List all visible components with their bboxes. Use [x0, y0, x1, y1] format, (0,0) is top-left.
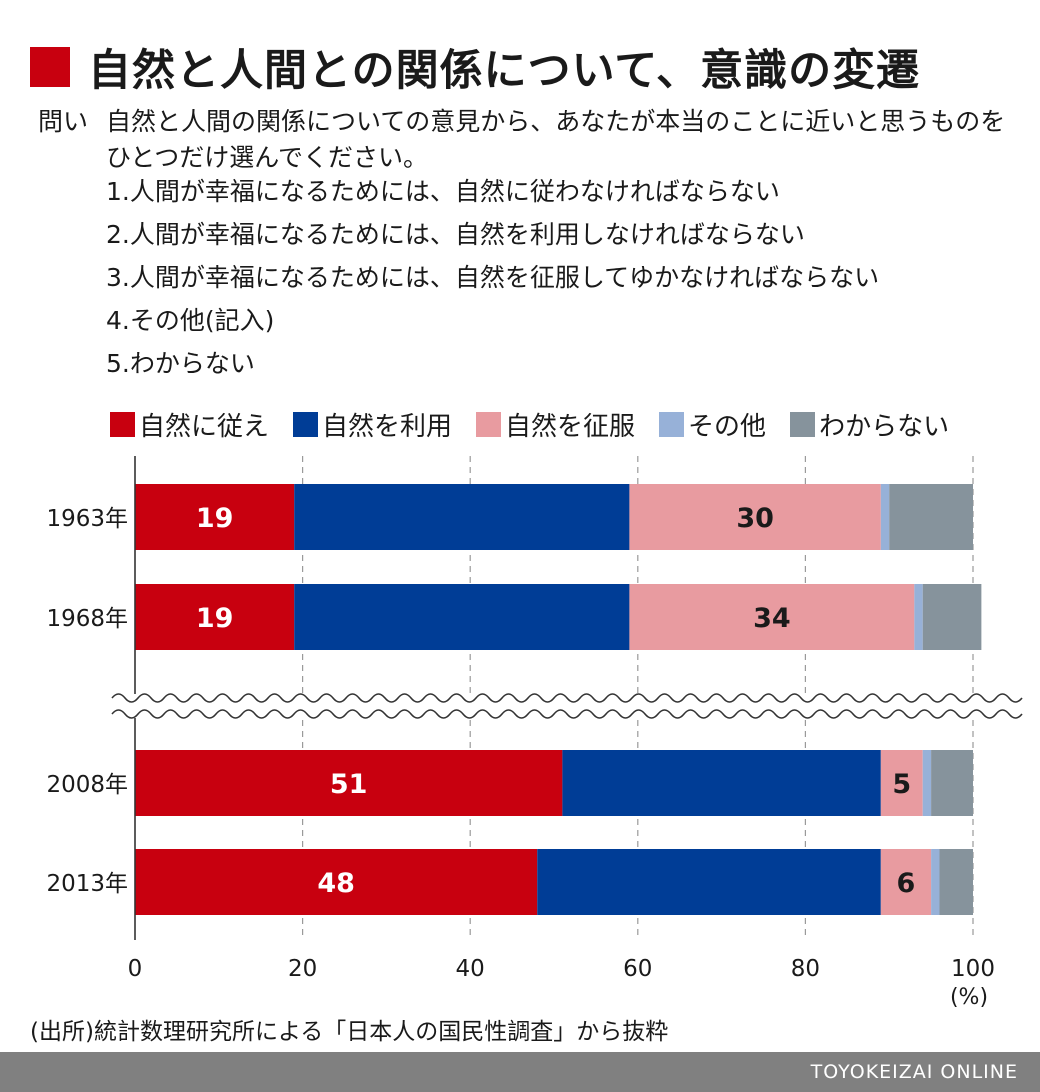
bar-segment — [880, 484, 890, 550]
category-label: 2013年 — [46, 871, 128, 897]
x-tick-label: 40 — [456, 956, 485, 982]
x-unit-label: (%) — [950, 985, 988, 1010]
answer-option: 2.人間が幸福になるためには、自然を利用しなければならない — [106, 220, 805, 249]
bar-segment — [939, 849, 973, 915]
data-label: 6 — [897, 868, 916, 899]
legend-swatch — [659, 412, 685, 437]
footer-bar: TOYOKEIZAI ONLINE — [0, 1052, 1040, 1092]
legend-swatch — [110, 412, 135, 437]
bar-segment — [880, 849, 932, 915]
category-label: 1968年 — [46, 606, 128, 632]
x-tick-label: 0 — [128, 956, 143, 982]
legend-item: 自然を利用 — [293, 406, 452, 443]
chart-title: 自然と人間との関係について、意識の変遷 — [88, 46, 921, 96]
data-label: 5 — [892, 769, 911, 800]
axis-break-line — [111, 709, 1023, 719]
data-label: 51 — [330, 769, 368, 800]
x-tick-label: 20 — [288, 956, 317, 982]
x-tick-label: 100 — [951, 956, 995, 982]
legend-item: 自然を征服 — [476, 406, 635, 443]
bar-segment — [922, 750, 932, 816]
answer-option: 4.その他(記入) — [106, 306, 275, 335]
bar-segment — [537, 849, 881, 915]
bar-segment — [135, 584, 295, 650]
data-label: 30 — [736, 503, 774, 534]
bar-segment — [294, 584, 630, 650]
title-marker — [30, 47, 70, 87]
bar-segment — [562, 750, 881, 816]
bar-segment — [135, 849, 538, 915]
data-label: 19 — [196, 603, 234, 634]
axis-break-band — [108, 694, 1040, 718]
question-label: 問い — [38, 107, 89, 136]
legend-label: 自然を征服 — [505, 412, 636, 442]
legend-label: 自然を利用 — [322, 412, 453, 442]
source-note: (出所)統計数理研究所による「日本人の国民性調査」から抜粋 — [30, 1019, 669, 1045]
bar-segment — [914, 584, 923, 650]
category-label: 2008年 — [46, 772, 128, 798]
legend-swatch — [476, 412, 502, 437]
data-label: 34 — [753, 603, 791, 634]
question-text: 自然と人間の関係についての意見から、あなたが本当のことに近いと思うものをひとつだ… — [106, 107, 1006, 172]
bar-segment — [880, 750, 923, 816]
x-tick-label: 80 — [791, 956, 820, 982]
legend-swatch — [790, 412, 816, 437]
bar-segment — [294, 484, 630, 550]
chart-legend: 自然に従え 自然を利用 自然を征服 その他 わからない — [110, 406, 973, 443]
answer-options: 1.人間が幸福になるためには、自然に従わなければならない 2.人間が幸福になるた… — [106, 176, 879, 391]
legend-swatch — [293, 412, 319, 437]
legend-item: 自然に従え — [110, 406, 269, 443]
data-label: 48 — [317, 868, 355, 899]
axis-break-line — [111, 693, 1023, 703]
data-label: 19 — [196, 503, 234, 534]
answer-option: 1.人間が幸福になるためには、自然に従わなければならない — [106, 177, 780, 206]
bar-segment — [931, 849, 940, 915]
bar-segment — [135, 750, 563, 816]
legend-label: その他 — [688, 412, 767, 442]
brand-credit: TOYOKEIZAI ONLINE — [810, 1061, 1018, 1083]
category-label: 1963年 — [46, 506, 128, 532]
answer-option: 5.わからない — [106, 349, 255, 378]
bar-segment — [931, 750, 973, 816]
bar-segment — [922, 584, 982, 650]
answer-option: 3.人間が幸福になるためには、自然を征服してゆかなければならない — [106, 263, 880, 292]
x-tick-label: 60 — [623, 956, 652, 982]
bar-segment — [135, 484, 295, 550]
bar-segment — [629, 584, 915, 650]
legend-item: その他 — [659, 406, 766, 443]
legend-item: わからない — [790, 406, 949, 443]
legend-label: わからない — [819, 412, 950, 442]
legend-label: 自然に従え — [139, 412, 270, 442]
title-block: 自然と人間との関係について、意識の変遷 — [30, 36, 920, 98]
bar-segment — [629, 484, 881, 550]
bar-segment — [889, 484, 973, 550]
